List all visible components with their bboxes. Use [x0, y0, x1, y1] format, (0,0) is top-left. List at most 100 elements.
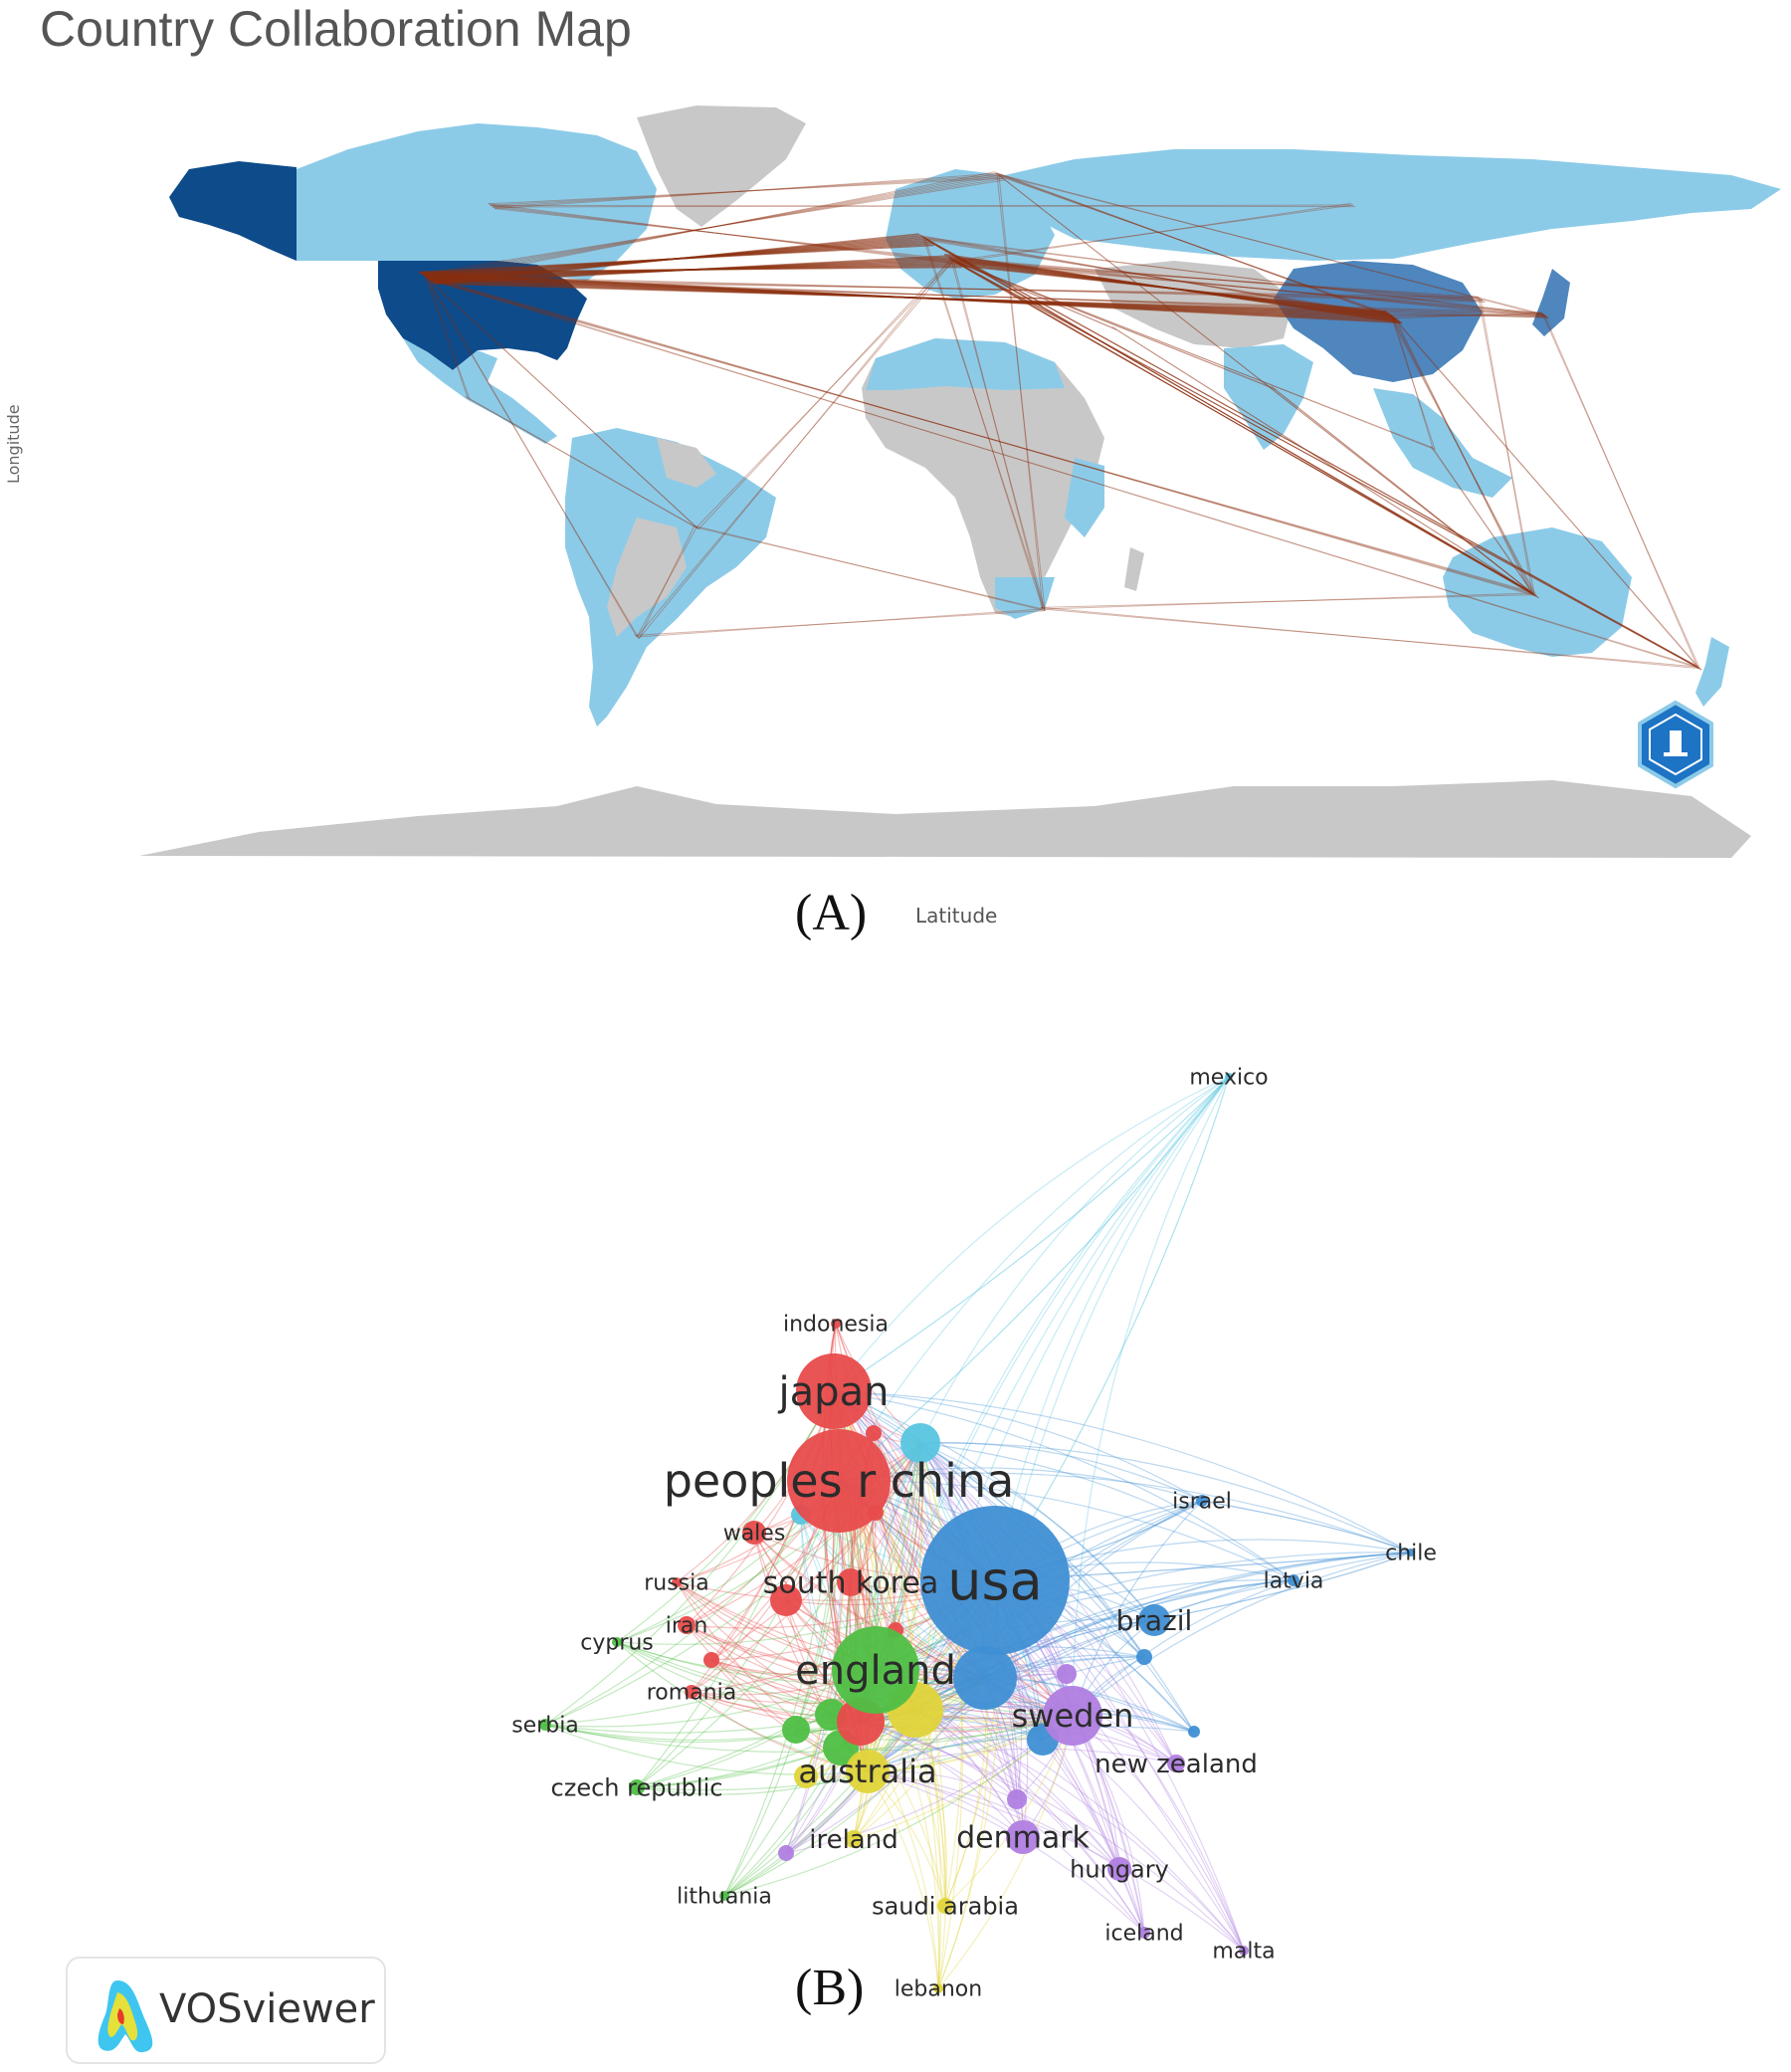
network-link	[676, 1480, 840, 1583]
label-lithuania: lithuania	[677, 1885, 772, 1910]
network-link	[914, 1709, 1145, 1934]
node	[782, 1716, 810, 1744]
node	[1027, 1724, 1059, 1756]
network-link	[875, 1669, 1024, 1838]
collab-link	[955, 262, 1479, 298]
network-link	[544, 1677, 986, 1734]
collab-link	[425, 277, 471, 400]
network-link	[875, 1512, 916, 1711]
collab-link	[922, 236, 1396, 319]
collab-link	[1480, 298, 1533, 594]
network-link	[723, 1669, 877, 1897]
collab-link	[952, 260, 1482, 300]
network-link	[833, 1390, 1145, 1934]
network-link	[616, 1641, 862, 1723]
network-link	[838, 1480, 1120, 1870]
network-link	[833, 1390, 877, 1514]
network-link	[984, 1579, 998, 1679]
network-link	[895, 1442, 923, 1631]
network-link	[753, 1532, 869, 1772]
network-link	[723, 1721, 862, 1897]
collab-link	[427, 278, 469, 399]
collab-link	[465, 395, 699, 530]
network-link	[833, 1390, 1155, 1621]
network-link	[785, 1579, 996, 1854]
network-link	[853, 1677, 986, 1840]
network-link	[833, 1390, 1245, 1952]
collab-link	[488, 177, 1004, 205]
network-link	[895, 1629, 916, 1711]
network-link	[850, 1581, 1074, 1717]
network-link	[710, 1659, 1074, 1720]
collab-link	[946, 255, 1539, 599]
network-link	[860, 1629, 896, 1723]
network-link	[875, 1669, 1074, 1717]
collab-link	[920, 235, 1537, 597]
network-link	[860, 1656, 1145, 1723]
network-link	[785, 1599, 986, 1679]
network-link	[867, 1673, 1068, 1772]
network-link	[833, 1390, 916, 1711]
collab-link	[927, 240, 1391, 315]
network-link	[875, 1629, 896, 1671]
network-link	[919, 1442, 996, 1581]
network-link	[867, 1076, 1230, 1772]
collab-link	[957, 263, 1528, 591]
node-iceland	[1138, 1927, 1150, 1939]
network-link	[636, 1442, 921, 1788]
network-link	[867, 1770, 1120, 1870]
network-link	[867, 1770, 1245, 1952]
node-serbia	[539, 1719, 551, 1731]
network-link	[994, 1579, 1029, 1838]
network-link	[636, 1579, 996, 1788]
label-japan: japan	[778, 1369, 890, 1415]
collab-link	[1042, 592, 1533, 610]
collab-link	[434, 283, 1387, 312]
network-link	[994, 1579, 1177, 1764]
label-latvia: latvia	[1264, 1569, 1324, 1594]
collab-link	[1432, 447, 1533, 594]
network-link	[875, 1669, 1245, 1952]
network-link	[850, 1579, 996, 1591]
network-link	[686, 1624, 986, 1680]
network-link	[544, 1480, 840, 1726]
network-link	[914, 1677, 986, 1711]
network-link	[832, 1480, 862, 1723]
network-link	[800, 1514, 869, 1772]
collab-link	[952, 260, 1044, 610]
network-link	[919, 1442, 1245, 1952]
network-link	[840, 1579, 996, 1749]
network-link	[686, 1390, 835, 1626]
network-link	[830, 1442, 921, 1716]
network-link	[710, 1659, 877, 1677]
network-link	[785, 1599, 869, 1772]
network-link	[833, 1390, 1074, 1717]
network-link	[944, 1715, 1074, 1907]
collab-link	[996, 173, 1535, 595]
land-greenland	[637, 105, 806, 227]
label-chile: chile	[1385, 1542, 1437, 1566]
collab-link	[922, 236, 1700, 670]
network-link	[875, 1646, 1145, 1671]
network-link	[867, 1677, 986, 1772]
network-link	[838, 1480, 1018, 1800]
network-link	[832, 1480, 869, 1772]
collab-link	[948, 257, 1549, 318]
network-link	[860, 1721, 1120, 1870]
network-link	[860, 1552, 1412, 1723]
network-link	[753, 1532, 986, 1679]
network-link	[833, 1390, 986, 1679]
network-link	[686, 1480, 840, 1626]
network-link	[914, 1579, 996, 1711]
network-link	[860, 1500, 1203, 1723]
land-south-africa	[995, 577, 1055, 619]
collab-link	[430, 172, 997, 282]
network-link	[984, 1677, 1195, 1733]
network-links	[544, 1076, 1412, 1989]
label-denmark: denmark	[956, 1821, 1090, 1856]
vosviewer-label: VOSviewer	[159, 1986, 375, 2032]
network-link	[831, 1390, 877, 1671]
network-link	[691, 1677, 986, 1704]
network-link	[710, 1659, 916, 1711]
network-link	[833, 1390, 1044, 1741]
